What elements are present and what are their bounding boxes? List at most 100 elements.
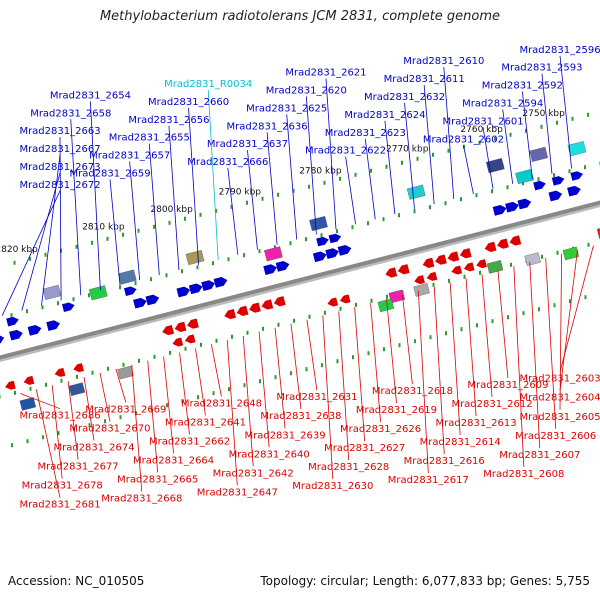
tick-track-top-outer-dot [448,149,450,153]
tick-track-bottom-outer-dot [259,379,261,383]
gene-arrow-bottom-outer [475,259,487,269]
tick-track-top-outer-dot [401,161,403,165]
scale-tick-label: 2780 kbp [299,167,342,177]
gene-label-top: Mrad2831_2601 [442,116,523,127]
tick-track-top-inner-dot [42,305,44,309]
tick-track-top-outer-dot [246,201,248,205]
tick-track-top-inner-dot [445,201,447,205]
tick-track-bottom-outer-dot [383,347,385,351]
tick-track-bottom-inner-dot [184,347,186,351]
tick-track-bottom-inner-dot [60,379,62,383]
tick-track-top-inner-dot [57,301,59,305]
gene-arrow-top [325,247,340,259]
gene-label-bottom: Mrad2831_2686 [19,411,100,422]
gene-label-top: Mrad2831_2660 [148,97,229,108]
gene-arrow-top [263,263,278,275]
gene-arrow-top [46,319,61,331]
gene-arrow-top-shape [313,250,328,262]
gene-arrow-top-shape [176,285,191,297]
tick-track-top-inner-dot [414,209,416,213]
leader-line [339,311,349,460]
feature-box-top [118,270,136,285]
tick-track-top-inner-dot [166,273,168,277]
gene-arrow-top-shape [201,279,216,291]
gene-label-bottom: Mrad2831_2647 [197,487,278,498]
tick-track-top-inner-dot [212,261,214,265]
gene-arrow-top [313,250,328,262]
gene-label-top: Mrad2831_2637 [207,139,288,150]
tick-track-top-inner-dot [367,221,369,225]
tick-track-top-outer-dot [339,177,341,181]
gene-arrow-bottom-shape [161,325,174,336]
feature-box-bottom [117,366,133,379]
tick-track-bottom-inner-dot [308,315,310,319]
tick-track-top-outer-dot [510,133,512,137]
gene-arrow-top-outer [62,301,76,312]
gene-arrow-top-shape [214,276,229,288]
gene-label-top: Mrad2831_R0034 [164,79,252,90]
gene-arrow-top-outer-shape [533,180,547,191]
tick-track-bottom-inner-dot [215,339,217,343]
gene-label-bottom: Mrad2831_2617 [388,475,469,486]
gene-label-top: Mrad2831_2625 [246,103,327,114]
gene-arrow-bottom-outer-shape [184,334,196,344]
gene-arrow-top-outer [6,316,20,327]
gene-arrow-top-shape [46,319,61,331]
tick-track-bottom-outer-dot [445,331,447,335]
feature-box-bottom-rect [525,253,541,266]
tick-track-bottom-inner-dot [448,279,450,283]
leader-line [498,270,508,378]
gene-arrow-top-shape [325,247,340,259]
gene-label-top: Mrad2831_2623 [325,128,406,139]
feature-box-bottom [20,397,36,410]
scale-tick-label: 2770 kbp [386,144,429,154]
gene-label-bottom: Mrad2831_2642 [213,468,294,479]
gene-arrow-bottom-outer-shape [475,259,487,269]
gene-label-top: Mrad2831_2594 [462,98,543,109]
feature-box-top [89,285,107,300]
gene-label-bottom: Mrad2831_2606 [515,431,596,442]
tick-track-top-outer-dot [324,181,326,185]
feature-box-bottom-rect [117,366,133,379]
tick-track-bottom-outer-dot [321,363,323,367]
page-title: Methylobacterium radiotolerans JCM 2831,… [0,9,600,24]
gene-arrow-bottom-outer-shape [72,363,84,373]
tick-track-bottom-inner-dot [153,355,155,359]
leader-line [466,278,476,415]
gene-arrow-bottom-outer-shape [450,266,462,276]
feature-box-top-rect [407,185,425,200]
leader-line [307,320,317,391]
gene-label-top: Mrad2831_2656 [128,115,209,126]
gene-label-top: Mrad2831_2663 [19,126,100,137]
gene-label-bottom: Mrad2831_2626 [340,424,421,435]
gene-arrow-bottom-outer [426,272,438,282]
gene-arrow-bottom [223,309,236,320]
tick-track-top-outer-dot [386,165,388,169]
gene-arrow-top [28,324,43,336]
gene-arrow-top [214,276,229,288]
gene-label-bottom: Mrad2831_2668 [101,493,182,504]
tick-track-bottom-inner-dot [122,363,124,367]
feature-box-bottom [525,253,541,266]
gene-label-top: Mrad2831_2624 [344,110,425,121]
gene-arrow-top-shape [263,263,278,275]
gene-arrow-top-shape [493,204,508,216]
tick-track-top-outer-dot [14,261,16,265]
tick-track-bottom-inner-dot [463,275,465,279]
tick-track-top-outer-dot [432,153,434,157]
gene-label-top: Mrad2831_2667 [19,144,100,155]
scale-tick-label: 2790 kbp [219,188,262,198]
feature-box-bottom-rect [414,283,430,296]
gene-arrow-top-outer [0,320,1,331]
feature-box-top [407,185,425,200]
tick-track-bottom-outer-dot [26,439,28,443]
gene-arrow-bottom-outer [463,262,475,272]
gene-label-bottom: Mrad2831_2638 [260,411,341,422]
tick-track-bottom-outer-dot [212,391,214,395]
gene-arrow-top-outer-shape [570,170,584,181]
tick-track-top-inner-dot [352,225,354,229]
leader-line [228,168,238,255]
gene-label-bottom: Mrad2831_2639 [244,430,325,441]
tick-track-bottom-inner-dot [587,243,589,247]
gene-arrow-bottom-outer [413,275,425,285]
